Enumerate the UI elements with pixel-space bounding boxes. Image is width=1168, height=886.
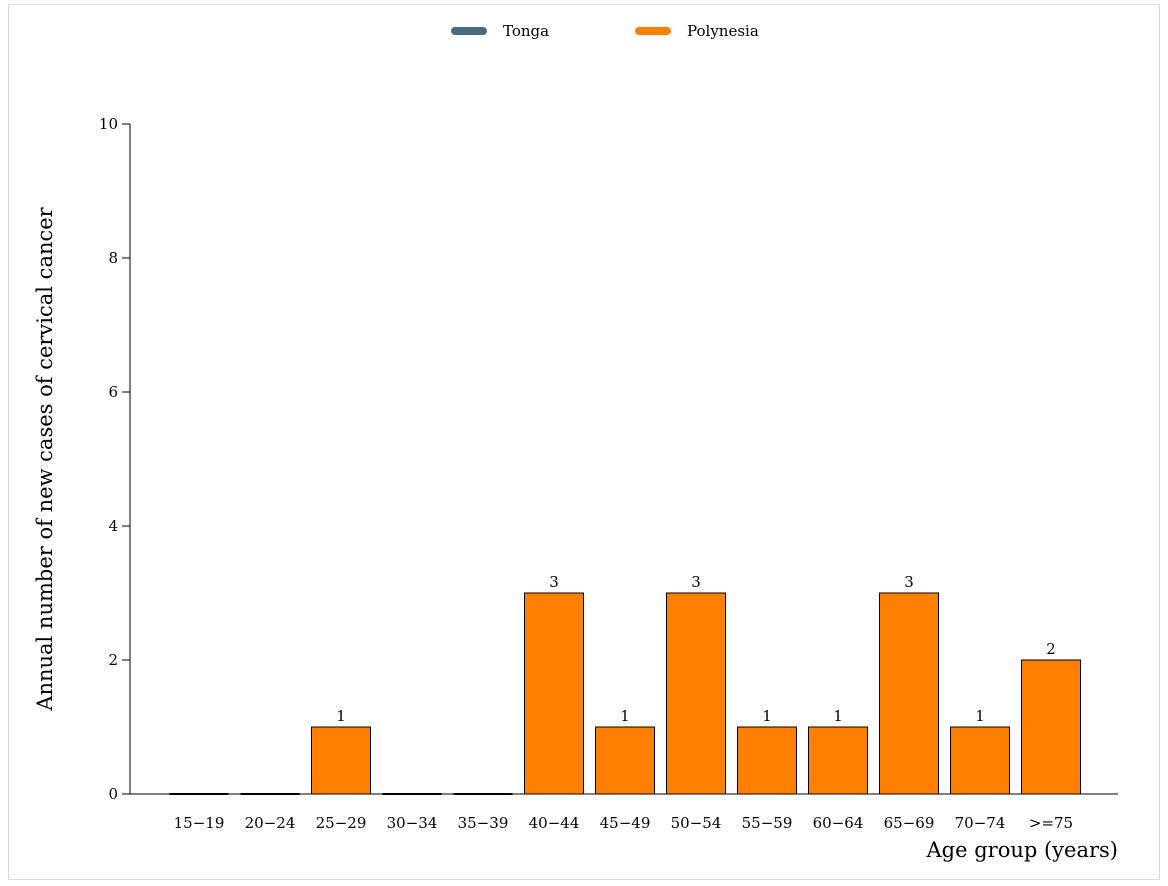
x-tick-label: 15−19 bbox=[174, 814, 225, 832]
bars: 1 3 1 3 1 1 3 1 2 bbox=[169, 573, 1081, 795]
y-tick-label: 2 bbox=[108, 651, 118, 669]
y-tick-label: 10 bbox=[99, 115, 118, 133]
bar-polynesia[interactable] bbox=[666, 592, 726, 795]
x-axis-title: Age group (years) bbox=[926, 838, 1119, 862]
data-label: 3 bbox=[904, 573, 914, 591]
legend-item-tonga[interactable]: Tonga bbox=[451, 22, 549, 40]
x-tick-labels: 15−19 20−24 25−29 30−34 35−39 40−44 45−49 50−54… bbox=[174, 814, 1073, 832]
y-ticks: 0 2 4 6 8 10 bbox=[99, 115, 130, 803]
x-tick-label: 45−49 bbox=[600, 814, 651, 832]
legend-label-polynesia: Polynesia bbox=[687, 22, 759, 40]
x-tick-label: 55−59 bbox=[742, 814, 793, 832]
x-tick-label: 70−74 bbox=[955, 814, 1006, 832]
bar-polynesia[interactable] bbox=[737, 726, 797, 795]
x-tick-label: 25−29 bbox=[316, 814, 367, 832]
data-label: 1 bbox=[336, 707, 346, 725]
bar-polynesia[interactable] bbox=[595, 726, 655, 795]
data-label: 1 bbox=[975, 707, 985, 725]
y-axis-title: Annual number of new cases of cervical c… bbox=[33, 206, 57, 711]
x-tick-label: 20−24 bbox=[245, 814, 296, 832]
bar-polynesia[interactable] bbox=[311, 726, 371, 795]
data-label: 3 bbox=[691, 573, 701, 591]
data-label: 3 bbox=[549, 573, 559, 591]
y-tick-label: 4 bbox=[108, 517, 118, 535]
bar-polynesia[interactable] bbox=[524, 592, 584, 795]
data-label: 1 bbox=[762, 707, 772, 725]
x-tick-label: 35−39 bbox=[458, 814, 509, 832]
y-tick-label: 6 bbox=[108, 383, 118, 401]
bar-polynesia[interactable] bbox=[879, 592, 939, 795]
legend-label-tonga: Tonga bbox=[503, 22, 549, 40]
x-tick-label: 40−44 bbox=[529, 814, 580, 832]
legend-item-polynesia[interactable]: Polynesia bbox=[635, 22, 759, 40]
legend: Tonga Polynesia bbox=[451, 22, 759, 40]
x-tick-label: >=75 bbox=[1029, 814, 1073, 832]
x-tick-label: 50−54 bbox=[671, 814, 722, 832]
data-label: 1 bbox=[833, 707, 843, 725]
x-tick-label: 30−34 bbox=[387, 814, 438, 832]
bar-polynesia[interactable] bbox=[1021, 659, 1081, 795]
data-label: 2 bbox=[1046, 640, 1056, 658]
bar-polynesia[interactable] bbox=[950, 726, 1010, 795]
x-tick-label: 60−64 bbox=[813, 814, 864, 832]
y-tick-label: 0 bbox=[108, 785, 118, 803]
x-tick-label: 65−69 bbox=[884, 814, 935, 832]
bar-polynesia[interactable] bbox=[808, 726, 868, 795]
data-label: 1 bbox=[620, 707, 630, 725]
y-tick-label: 8 bbox=[108, 249, 118, 267]
